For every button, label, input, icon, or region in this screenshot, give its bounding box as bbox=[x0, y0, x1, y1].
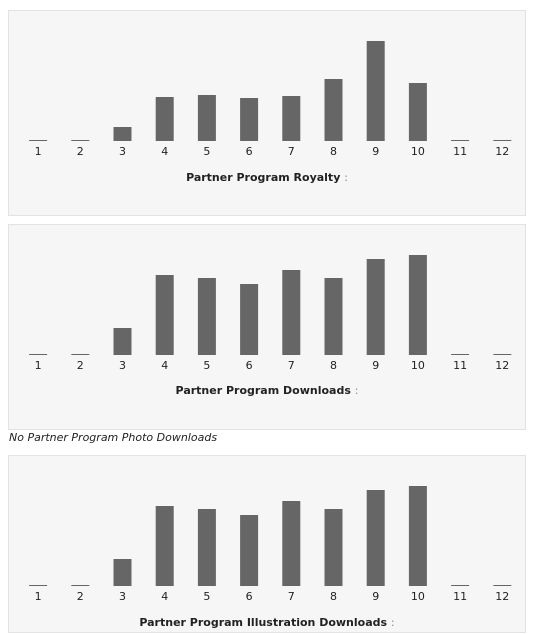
x-tick-label: 12 bbox=[495, 145, 509, 158]
bar-7 bbox=[282, 501, 301, 586]
downloads-chart-panel: 1 2 3 4 5 6 7 8 9 10 11 12 Partner Program Download… bbox=[8, 224, 526, 430]
x-tick-label: 9 bbox=[372, 359, 379, 372]
x-tick-label: 7 bbox=[288, 359, 295, 372]
x-tick-label: 8 bbox=[330, 359, 337, 372]
bar-8 bbox=[324, 79, 343, 141]
x-tick-label: 2 bbox=[77, 590, 84, 603]
x-tick-label: 9 bbox=[372, 145, 379, 158]
photo-downloads-note: No Partner Program Photo Downloads bbox=[9, 431, 218, 444]
x-tick-label: 10 bbox=[411, 359, 425, 372]
bar-10 bbox=[408, 83, 427, 141]
x-tick-label: 10 bbox=[411, 590, 425, 603]
x-tick-label: 3 bbox=[119, 359, 126, 372]
bar-9 bbox=[366, 490, 385, 586]
x-tick-label: 6 bbox=[246, 145, 253, 158]
x-tick-label: 5 bbox=[203, 145, 210, 158]
x-tick-label: 5 bbox=[203, 590, 210, 603]
bar-6 bbox=[240, 98, 259, 141]
x-tick-label: 10 bbox=[411, 145, 425, 158]
bar-9 bbox=[366, 259, 385, 355]
bar-10 bbox=[408, 255, 427, 355]
x-tick-label: 11 bbox=[453, 359, 467, 372]
x-tick-label: 11 bbox=[453, 590, 467, 603]
x-tick-label: 2 bbox=[77, 359, 84, 372]
bar-7 bbox=[282, 270, 301, 355]
x-tick-label: 9 bbox=[372, 590, 379, 603]
bar-6 bbox=[240, 284, 259, 355]
x-tick-label: 6 bbox=[246, 590, 253, 603]
bar-4 bbox=[155, 506, 174, 586]
x-tick-label: 4 bbox=[161, 359, 168, 372]
royalty-chart: 1 2 3 4 5 6 7 8 9 10 11 12 bbox=[29, 41, 512, 158]
x-tick-label: 8 bbox=[330, 145, 337, 158]
royalty-chart-panel: 1 2 3 4 5 6 7 8 9 10 11 12 Partner Program Royalty … bbox=[8, 10, 526, 216]
illustration-downloads-chart-title: Partner Program Illustration Downloads : bbox=[139, 616, 395, 629]
bar-5 bbox=[197, 95, 216, 141]
bar-3 bbox=[113, 328, 132, 355]
bar-4 bbox=[155, 97, 174, 141]
x-tick-label: 3 bbox=[119, 590, 126, 603]
x-tick-label: 4 bbox=[161, 145, 168, 158]
illustration-downloads-chart: 1 2 3 4 5 6 7 8 9 10 11 12 bbox=[29, 486, 512, 603]
x-tick-label: 7 bbox=[288, 590, 295, 603]
royalty-chart-title: Partner Program Royalty : bbox=[186, 171, 348, 184]
x-tick-label: 5 bbox=[203, 359, 210, 372]
illustration-downloads-chart-panel: 1 2 3 4 5 6 7 8 9 10 11 12 Partner Program Illustra… bbox=[8, 455, 526, 633]
downloads-chart-title: Partner Program Downloads : bbox=[175, 384, 359, 397]
bar-6 bbox=[240, 515, 259, 586]
bar-7 bbox=[282, 96, 301, 141]
x-tick-label: 6 bbox=[246, 359, 253, 372]
x-tick-label: 7 bbox=[288, 145, 295, 158]
x-tick-label: 8 bbox=[330, 590, 337, 603]
bar-10 bbox=[408, 486, 427, 586]
x-tick-label: 3 bbox=[119, 145, 126, 158]
x-tick-label: 12 bbox=[495, 590, 509, 603]
downloads-chart: 1 2 3 4 5 6 7 8 9 10 11 12 bbox=[29, 255, 512, 372]
x-tick-label: 11 bbox=[453, 145, 467, 158]
bar-5 bbox=[197, 278, 216, 355]
bar-8 bbox=[324, 509, 343, 586]
bar-3 bbox=[113, 559, 132, 586]
bar-8 bbox=[324, 278, 343, 355]
x-tick-label: 1 bbox=[35, 145, 42, 158]
x-tick-label: 1 bbox=[35, 590, 42, 603]
x-tick-label: 12 bbox=[495, 359, 509, 372]
x-tick-label: 4 bbox=[161, 590, 168, 603]
bar-5 bbox=[197, 509, 216, 586]
x-tick-label: 1 bbox=[35, 359, 42, 372]
bar-9 bbox=[366, 41, 385, 141]
bar-4 bbox=[155, 275, 174, 355]
x-tick-label: 2 bbox=[77, 145, 84, 158]
bar-3 bbox=[113, 127, 132, 141]
